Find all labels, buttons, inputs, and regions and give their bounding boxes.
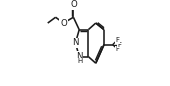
- Text: F: F: [115, 46, 119, 52]
- Text: F: F: [115, 37, 119, 43]
- Text: O: O: [60, 19, 67, 28]
- Text: F: F: [117, 42, 121, 48]
- Text: N: N: [72, 38, 79, 47]
- Text: O: O: [70, 0, 77, 9]
- Text: H: H: [77, 58, 83, 64]
- Text: N: N: [76, 52, 82, 61]
